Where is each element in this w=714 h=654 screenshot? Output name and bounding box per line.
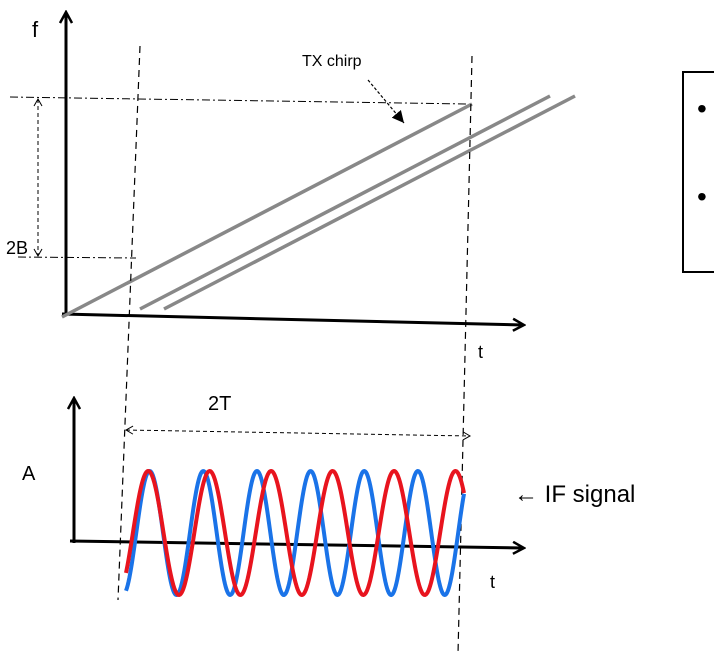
bottom-plot: 2T A t ← IF signal [22, 393, 635, 597]
bottom-x-axis-label: t [490, 572, 495, 592]
legend-box: • • [682, 71, 714, 273]
duration-dimension-arrow [124, 425, 472, 441]
tx-chirp-pointer-arrow [367, 79, 405, 124]
bandwidth-label: 2B [6, 238, 28, 258]
top-plot: f t 2B TX chirp [6, 12, 576, 362]
tx-chirp-label: TX chirp [302, 53, 362, 70]
top-x-axis-label: t [478, 342, 483, 362]
bandwidth-top-reference-line [9, 96, 471, 105]
rx-chirp-line-2 [163, 94, 576, 311]
tx-chirp-line [61, 102, 473, 319]
legend-box-frame [682, 71, 714, 273]
bottom-y-axis-label: A [22, 463, 36, 485]
end-time-marker [457, 55, 473, 654]
legend-bullet-2: • [697, 181, 707, 212]
tx-if-wave-red [124, 469, 466, 597]
top-x-axis [61, 312, 524, 325]
if-signal-label: ← IF signal [514, 481, 635, 508]
duration-label: 2T [208, 393, 231, 415]
start-time-marker [117, 45, 141, 601]
rx-chirp-line-1 [139, 94, 551, 311]
top-y-axis-label: f [32, 17, 39, 42]
legend-bullet-1: • [697, 93, 707, 124]
bandwidth-bottom-reference-line [17, 256, 137, 259]
